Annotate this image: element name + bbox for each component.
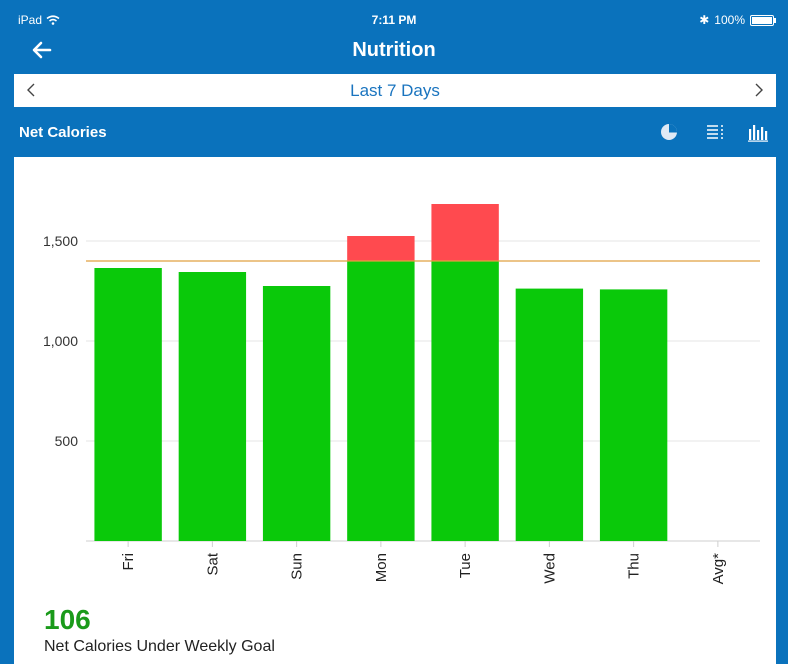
main-panel: Last 7 Days Net Calories <box>14 74 776 664</box>
summary-label: Net Calories Under Weekly Goal <box>44 638 275 655</box>
x-tick-label: Thu <box>626 553 643 579</box>
x-tick-label: Sun <box>289 553 306 580</box>
arrow-left-icon[interactable] <box>30 38 54 62</box>
nav-bar: Nutrition <box>14 28 774 74</box>
date-range-bar: Last 7 Days <box>14 74 776 106</box>
x-tick-label: Avg* <box>710 553 727 585</box>
bar-under-goal[interactable] <box>94 268 162 541</box>
section-header: Net Calories <box>14 107 776 157</box>
summary-value: 106 <box>44 604 91 635</box>
battery-icon <box>750 14 776 26</box>
x-tick-label: Tue <box>457 553 474 578</box>
bar-under-goal[interactable] <box>515 288 584 541</box>
bar-under-goal[interactable] <box>262 286 331 541</box>
status-time: 7:11 PM <box>371 13 417 27</box>
list-icon[interactable] <box>704 121 726 143</box>
date-range-label[interactable]: Last 7 Days <box>350 81 440 100</box>
x-tick-label: Wed <box>541 553 558 584</box>
bar-under-goal[interactable] <box>599 289 668 541</box>
bar-over-goal[interactable] <box>431 204 499 261</box>
battery-percent: 100% <box>714 13 745 27</box>
x-tick-label: Sat <box>204 552 221 575</box>
bar-under-goal[interactable] <box>431 261 499 541</box>
wifi-icon <box>46 15 60 25</box>
page-title: Nutrition <box>352 39 436 61</box>
pie-chart-icon[interactable] <box>658 121 680 143</box>
bar-under-goal[interactable] <box>178 272 247 541</box>
y-tick-label: 500 <box>55 433 79 449</box>
bar-under-goal[interactable] <box>347 261 415 541</box>
net-calories-chart: 500 1,000 1,500 Fri Sat Sun Mon Tue Wed Thu Avg* <box>43 204 760 585</box>
x-tick-label: Fri <box>120 553 137 571</box>
chevron-left-icon[interactable] <box>22 80 42 100</box>
bar-over-goal[interactable] <box>347 236 415 261</box>
x-tick-label: Mon <box>373 553 390 582</box>
chevron-right-icon[interactable] <box>748 80 768 100</box>
section-title: Net Calories <box>19 124 107 141</box>
y-tick-label: 1,500 <box>43 233 78 249</box>
status-bar: iPad 7:11 PM ✱ 100% <box>0 0 788 40</box>
bar-chart-icon[interactable] <box>747 121 769 143</box>
y-tick-label: 1,000 <box>43 333 78 349</box>
device-label: iPad <box>18 13 43 27</box>
bluetooth-icon: ✱ <box>699 13 710 27</box>
